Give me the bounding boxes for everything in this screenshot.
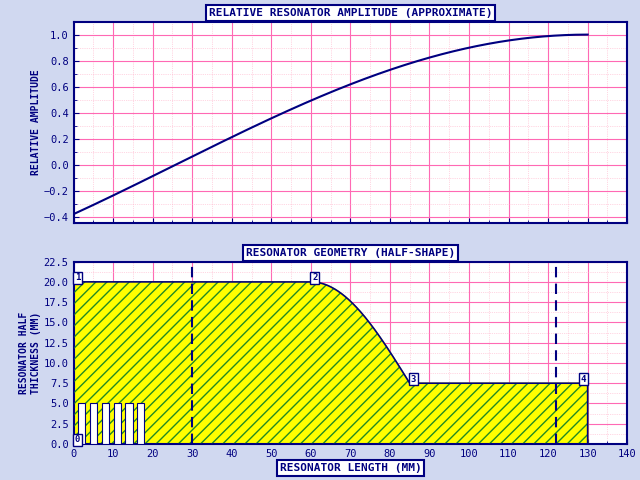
- Bar: [90, 404, 97, 444]
- Text: 2: 2: [312, 273, 317, 282]
- Bar: [113, 404, 121, 444]
- Title: RELATIVE RESONATOR AMPLITUDE (APPROXIMATE): RELATIVE RESONATOR AMPLITUDE (APPROXIMAT…: [209, 8, 492, 18]
- Text: 1: 1: [75, 273, 80, 282]
- Text: 4: 4: [581, 374, 586, 384]
- Polygon shape: [74, 282, 588, 444]
- Bar: [78, 404, 85, 444]
- X-axis label: RESONATOR LENGTH (MM): RESONATOR LENGTH (MM): [280, 463, 421, 473]
- Text: 0: 0: [75, 435, 80, 444]
- Y-axis label: RESONATOR HALF
THICKNESS (MM): RESONATOR HALF THICKNESS (MM): [19, 312, 41, 394]
- Title: RESONATOR GEOMETRY (HALF-SHAPE): RESONATOR GEOMETRY (HALF-SHAPE): [246, 248, 455, 258]
- Y-axis label: RELATIVE AMPLITUDE: RELATIVE AMPLITUDE: [31, 70, 41, 175]
- Bar: [137, 404, 145, 444]
- Bar: [125, 404, 132, 444]
- Text: 3: 3: [411, 374, 416, 384]
- Bar: [102, 404, 109, 444]
